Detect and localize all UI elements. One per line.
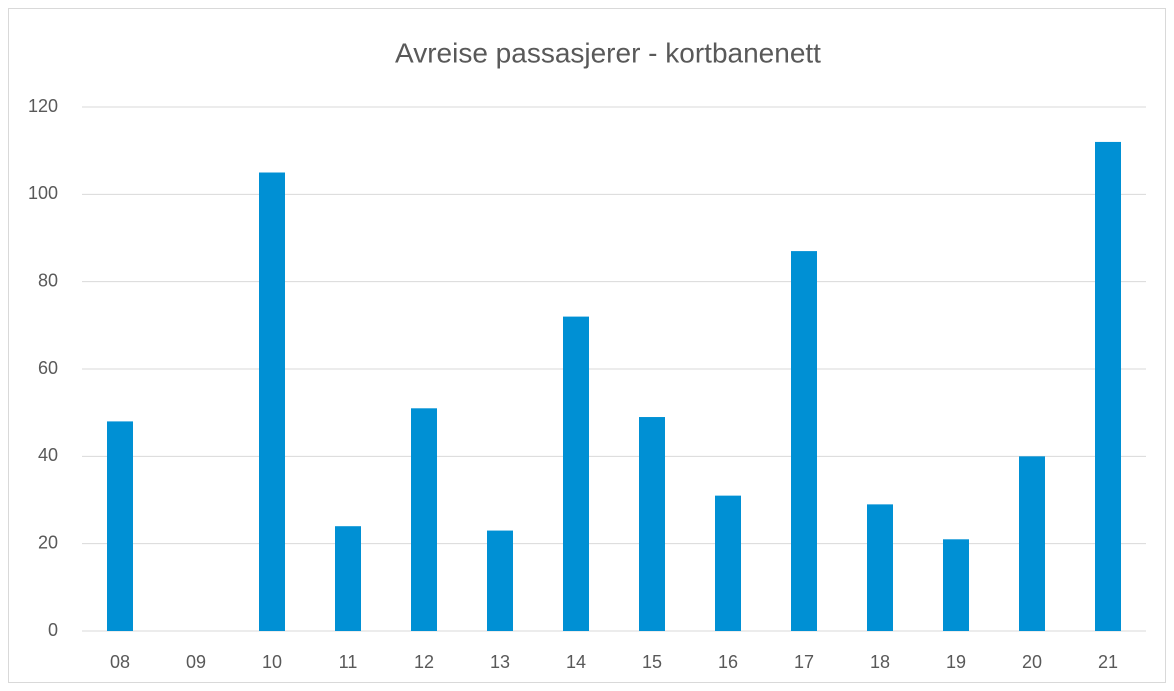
x-tick-label: 20: [1022, 652, 1042, 672]
x-tick-label: 08: [110, 652, 130, 672]
y-tick-label: 60: [38, 358, 58, 378]
x-tick-label: 12: [414, 652, 434, 672]
x-tick-label: 13: [490, 652, 510, 672]
chart-title: Avreise passasjerer - kortbanenett: [395, 37, 821, 68]
x-tick-label: 19: [946, 652, 966, 672]
x-tick-label: 18: [870, 652, 890, 672]
y-tick-label: 40: [38, 445, 58, 465]
bar: [639, 417, 665, 631]
bar: [1019, 456, 1045, 631]
x-tick-label: 09: [186, 652, 206, 672]
y-tick-label: 0: [48, 620, 58, 640]
bar: [943, 539, 969, 631]
bar: [259, 172, 285, 631]
x-tick-label: 11: [339, 652, 358, 672]
bar: [715, 495, 741, 631]
bar: [411, 408, 437, 631]
x-tick-label: 16: [718, 652, 738, 672]
bar: [335, 526, 361, 631]
bar: [107, 421, 133, 631]
x-tick-label: 10: [262, 652, 282, 672]
x-tick-label: 14: [566, 652, 586, 672]
bar: [563, 316, 589, 631]
y-tick-label: 20: [38, 532, 58, 552]
bar: [791, 251, 817, 631]
x-tick-label: 17: [794, 652, 814, 672]
y-tick-label: 120: [28, 96, 58, 116]
y-tick-label: 100: [28, 183, 58, 203]
bar: [867, 504, 893, 631]
x-tick-label: 21: [1098, 652, 1118, 672]
bar: [1095, 141, 1121, 631]
x-tick-label: 15: [642, 652, 662, 672]
y-tick-label: 80: [38, 270, 58, 290]
bar: [487, 530, 513, 631]
